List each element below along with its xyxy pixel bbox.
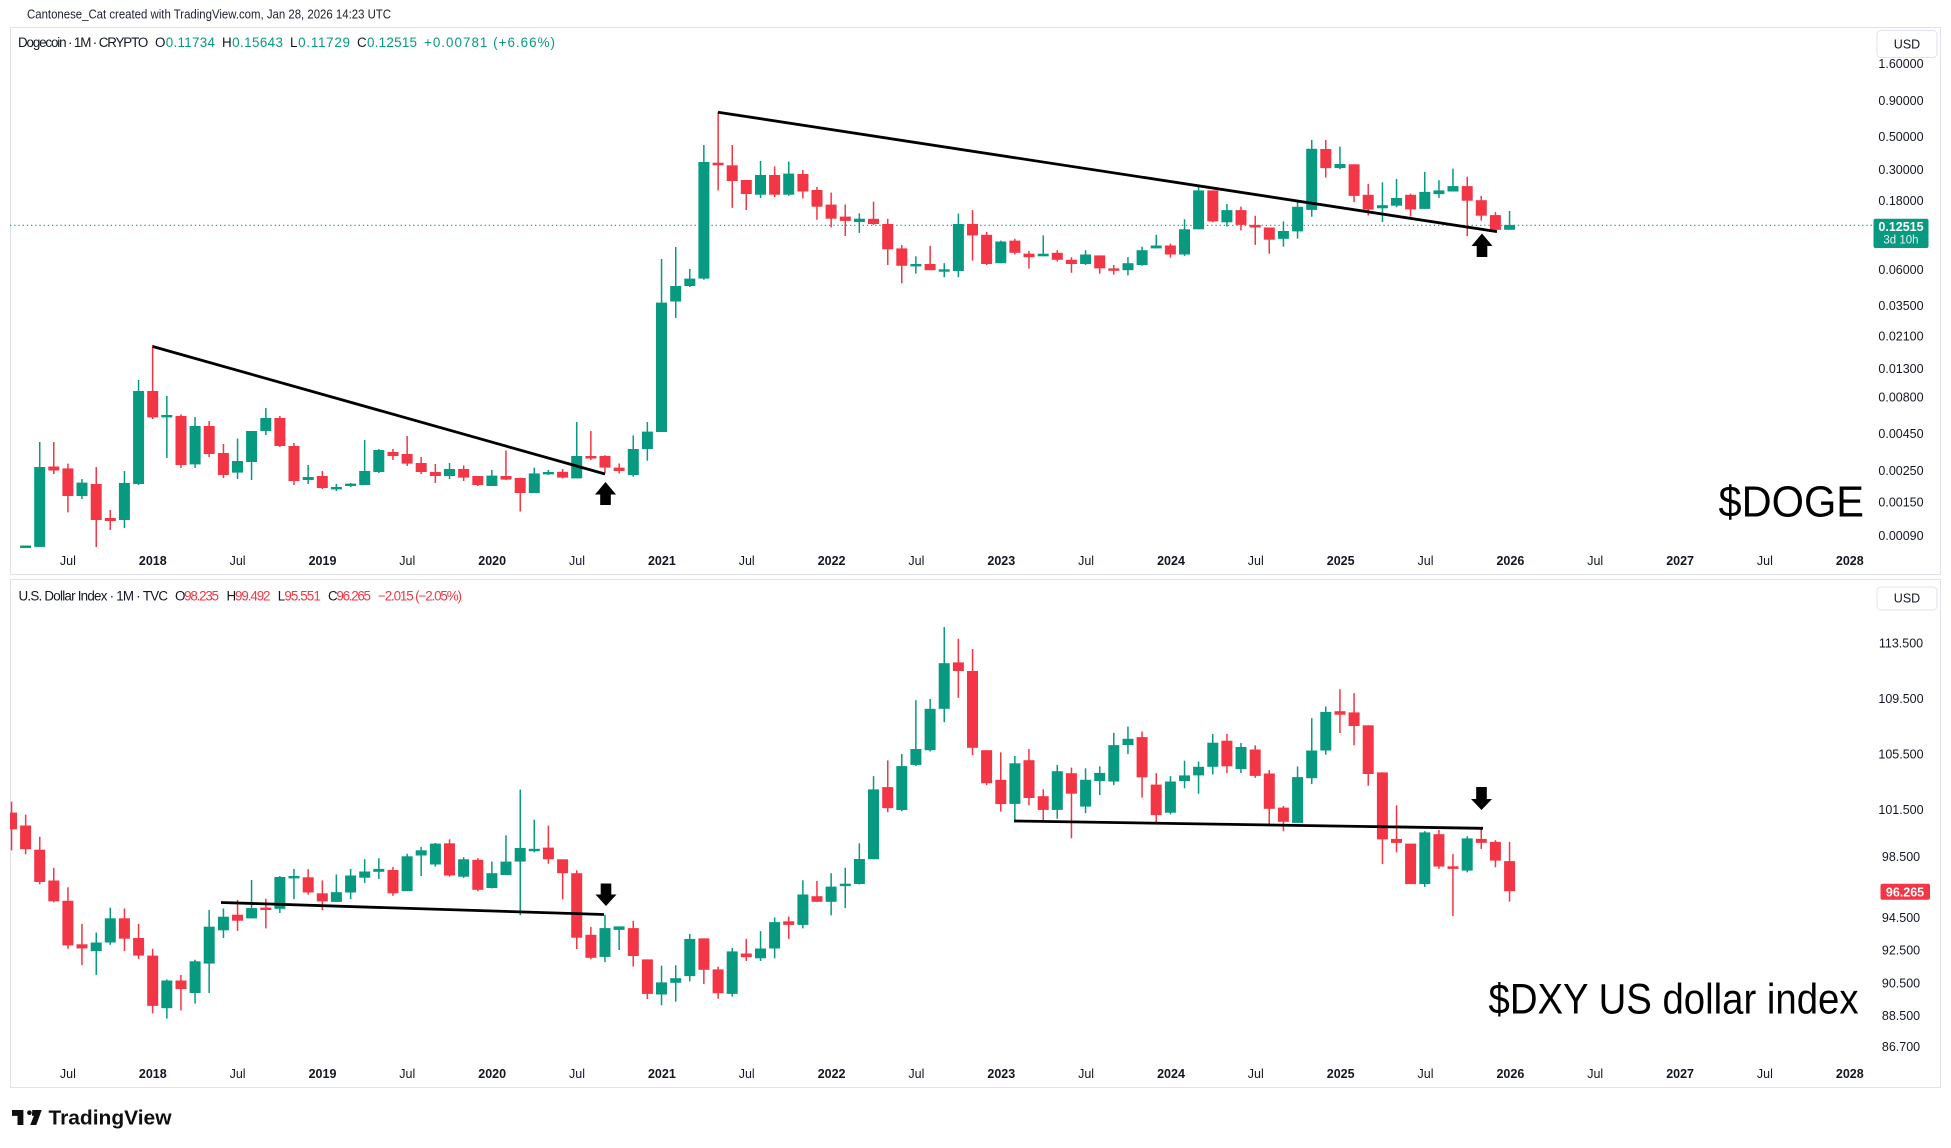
svg-text:Jul: Jul: [399, 554, 415, 568]
svg-text:Jul: Jul: [1587, 1067, 1603, 1081]
svg-text:Jul: Jul: [908, 1067, 924, 1081]
svg-text:0.30000: 0.30000: [1878, 163, 1923, 177]
svg-text:Jul: Jul: [1418, 1067, 1434, 1081]
svg-text:L0.11729: L0.11729: [290, 35, 350, 50]
svg-text:Jul: Jul: [1248, 554, 1264, 568]
svg-text:2024: 2024: [1157, 554, 1185, 568]
svg-text:USD: USD: [1894, 38, 1920, 52]
svg-text:2028: 2028: [1836, 1067, 1864, 1081]
svg-text:Jul: Jul: [1757, 1067, 1773, 1081]
svg-text:0.02100: 0.02100: [1878, 330, 1923, 344]
svg-text:Dogecoin · 1M · CRYPTO: Dogecoin · 1M · CRYPTO: [18, 35, 148, 50]
svg-text:L95.551: L95.551: [278, 589, 321, 604]
svg-text:2023: 2023: [987, 1067, 1015, 1081]
svg-text:Jul: Jul: [1078, 554, 1094, 568]
svg-text:USD: USD: [1894, 592, 1920, 606]
svg-text:2019: 2019: [309, 554, 337, 568]
svg-text:Jul: Jul: [399, 1067, 415, 1081]
svg-text:2027: 2027: [1666, 554, 1694, 568]
svg-text:Jul: Jul: [60, 554, 76, 568]
svg-text:Jul: Jul: [1078, 1067, 1094, 1081]
svg-text:0.90000: 0.90000: [1878, 94, 1923, 108]
svg-text:Jul: Jul: [60, 1067, 76, 1081]
svg-text:Jul: Jul: [739, 554, 755, 568]
svg-text:Jul: Jul: [1757, 554, 1773, 568]
svg-text:+0.00781 (+6.66%): +0.00781 (+6.66%): [424, 35, 555, 50]
svg-text:90.500: 90.500: [1882, 977, 1920, 991]
svg-text:101.500: 101.500: [1878, 803, 1923, 817]
svg-text:2022: 2022: [818, 1067, 846, 1081]
svg-text:2022: 2022: [818, 554, 846, 568]
svg-text:0.06000: 0.06000: [1878, 263, 1923, 277]
svg-text:Jul: Jul: [569, 554, 585, 568]
svg-text:94.500: 94.500: [1882, 911, 1920, 925]
svg-text:92.500: 92.500: [1882, 944, 1920, 958]
svg-text:86.700: 86.700: [1882, 1040, 1920, 1054]
svg-text:0.00450: 0.00450: [1878, 427, 1923, 441]
svg-text:Jul: Jul: [908, 554, 924, 568]
svg-text:2020: 2020: [478, 554, 506, 568]
svg-text:Jul: Jul: [1587, 554, 1603, 568]
svg-text:0.03500: 0.03500: [1878, 299, 1923, 313]
svg-text:2025: 2025: [1327, 554, 1355, 568]
svg-text:O98.235: O98.235: [175, 589, 219, 604]
svg-text:109.500: 109.500: [1878, 692, 1923, 706]
svg-text:0.00150: 0.00150: [1878, 496, 1923, 510]
svg-text:2025: 2025: [1327, 1067, 1355, 1081]
svg-text:96.265: 96.265: [1886, 885, 1924, 899]
svg-text:0.01300: 0.01300: [1878, 362, 1923, 376]
svg-text:0.00250: 0.00250: [1878, 464, 1923, 478]
svg-text:98.500: 98.500: [1882, 850, 1920, 864]
svg-text:C0.12515: C0.12515: [357, 35, 417, 50]
svg-text:Jul: Jul: [230, 554, 246, 568]
svg-text:2024: 2024: [1157, 1067, 1185, 1081]
svg-text:0.18000: 0.18000: [1878, 194, 1923, 208]
svg-text:Cantonese_Cat created with Tra: Cantonese_Cat created with TradingView.c…: [27, 8, 391, 22]
svg-text:Jul: Jul: [569, 1067, 585, 1081]
svg-text:2026: 2026: [1496, 554, 1524, 568]
svg-text:0.50000: 0.50000: [1878, 130, 1923, 144]
svg-text:2023: 2023: [987, 554, 1015, 568]
svg-text:2028: 2028: [1836, 554, 1864, 568]
svg-text:Jul: Jul: [230, 1067, 246, 1081]
svg-text:O0.11734: O0.11734: [155, 35, 216, 50]
svg-text:2018: 2018: [139, 554, 167, 568]
svg-text:2021: 2021: [648, 554, 676, 568]
svg-text:2021: 2021: [648, 1067, 676, 1081]
svg-text:Jul: Jul: [1248, 1067, 1264, 1081]
svg-text:2019: 2019: [309, 1067, 337, 1081]
svg-text:TradingView: TradingView: [49, 1107, 172, 1130]
svg-text:−2.015 (−2.05%): −2.015 (−2.05%): [378, 589, 462, 604]
svg-text:113.500: 113.500: [1879, 637, 1923, 651]
svg-text:1.60000: 1.60000: [1878, 57, 1923, 71]
svg-text:$DXY US dollar index: $DXY US dollar index: [1489, 976, 1859, 1024]
svg-text:Jul: Jul: [1418, 554, 1434, 568]
svg-text:U.S. Dollar Index · 1M · TVC: U.S. Dollar Index · 1M · TVC: [19, 589, 169, 604]
svg-text:2020: 2020: [478, 1067, 506, 1081]
svg-text:2026: 2026: [1496, 1067, 1524, 1081]
svg-text:H0.15643: H0.15643: [222, 35, 283, 50]
svg-text:88.500: 88.500: [1882, 1009, 1920, 1023]
svg-text:H99.492: H99.492: [227, 589, 271, 604]
svg-text:C96.265: C96.265: [328, 589, 371, 604]
svg-text:0.12515: 0.12515: [1878, 220, 1923, 234]
svg-text:2018: 2018: [139, 1067, 167, 1081]
svg-text:Jul: Jul: [739, 1067, 755, 1081]
svg-text:3d 10h: 3d 10h: [1883, 235, 1918, 247]
svg-text:2027: 2027: [1666, 1067, 1694, 1081]
svg-text:105.500: 105.500: [1878, 748, 1923, 762]
svg-text:$DOGE: $DOGE: [1719, 478, 1865, 527]
svg-text:0.00090: 0.00090: [1878, 529, 1923, 543]
svg-text:0.00800: 0.00800: [1878, 391, 1923, 405]
